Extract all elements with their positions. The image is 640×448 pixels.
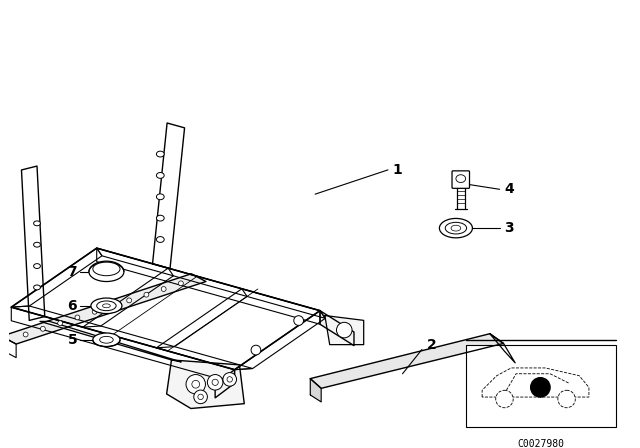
Ellipse shape (156, 151, 164, 157)
Circle shape (75, 315, 80, 320)
Ellipse shape (89, 262, 124, 281)
Text: 7: 7 (68, 265, 77, 279)
Polygon shape (166, 360, 244, 409)
Circle shape (40, 327, 45, 331)
Ellipse shape (34, 242, 40, 247)
Circle shape (337, 322, 352, 338)
Circle shape (198, 394, 204, 400)
Circle shape (192, 380, 200, 388)
Ellipse shape (456, 175, 466, 182)
Circle shape (294, 316, 303, 325)
Polygon shape (325, 315, 364, 345)
Polygon shape (320, 310, 354, 345)
Ellipse shape (440, 219, 472, 238)
Polygon shape (215, 370, 235, 398)
Circle shape (194, 390, 207, 404)
Ellipse shape (91, 298, 122, 314)
Polygon shape (490, 334, 515, 363)
Circle shape (223, 373, 237, 386)
Text: 2: 2 (427, 338, 436, 352)
Circle shape (144, 292, 149, 297)
Circle shape (92, 309, 97, 314)
Circle shape (127, 298, 132, 303)
Text: 4: 4 (504, 182, 514, 196)
Circle shape (227, 377, 232, 382)
FancyBboxPatch shape (452, 171, 470, 188)
Text: 5: 5 (68, 333, 77, 347)
Ellipse shape (34, 263, 40, 268)
Polygon shape (152, 123, 184, 269)
Circle shape (531, 378, 550, 397)
Circle shape (186, 375, 205, 394)
Bar (466, 345, 616, 427)
Polygon shape (310, 379, 321, 402)
Ellipse shape (97, 301, 116, 310)
Circle shape (179, 281, 183, 286)
Text: C0027980: C0027980 (517, 439, 564, 448)
Circle shape (207, 375, 223, 390)
Ellipse shape (34, 285, 40, 290)
Circle shape (23, 332, 28, 337)
Polygon shape (310, 334, 504, 388)
Circle shape (212, 379, 218, 385)
Ellipse shape (451, 225, 461, 231)
Circle shape (251, 345, 260, 355)
Polygon shape (1, 274, 206, 344)
Circle shape (496, 390, 513, 408)
Text: 6: 6 (68, 299, 77, 313)
Circle shape (161, 287, 166, 292)
Ellipse shape (100, 336, 113, 343)
Ellipse shape (34, 221, 40, 226)
Ellipse shape (156, 237, 164, 242)
Text: 3: 3 (504, 221, 514, 235)
Ellipse shape (93, 262, 120, 276)
Ellipse shape (156, 172, 164, 178)
Polygon shape (22, 166, 45, 320)
Text: 1: 1 (393, 163, 403, 177)
Circle shape (558, 390, 575, 408)
Ellipse shape (156, 215, 164, 221)
Ellipse shape (156, 194, 164, 200)
Ellipse shape (445, 222, 467, 234)
Circle shape (58, 321, 63, 326)
Ellipse shape (93, 333, 120, 347)
Circle shape (109, 304, 115, 309)
Polygon shape (40, 321, 181, 362)
Ellipse shape (102, 304, 110, 308)
